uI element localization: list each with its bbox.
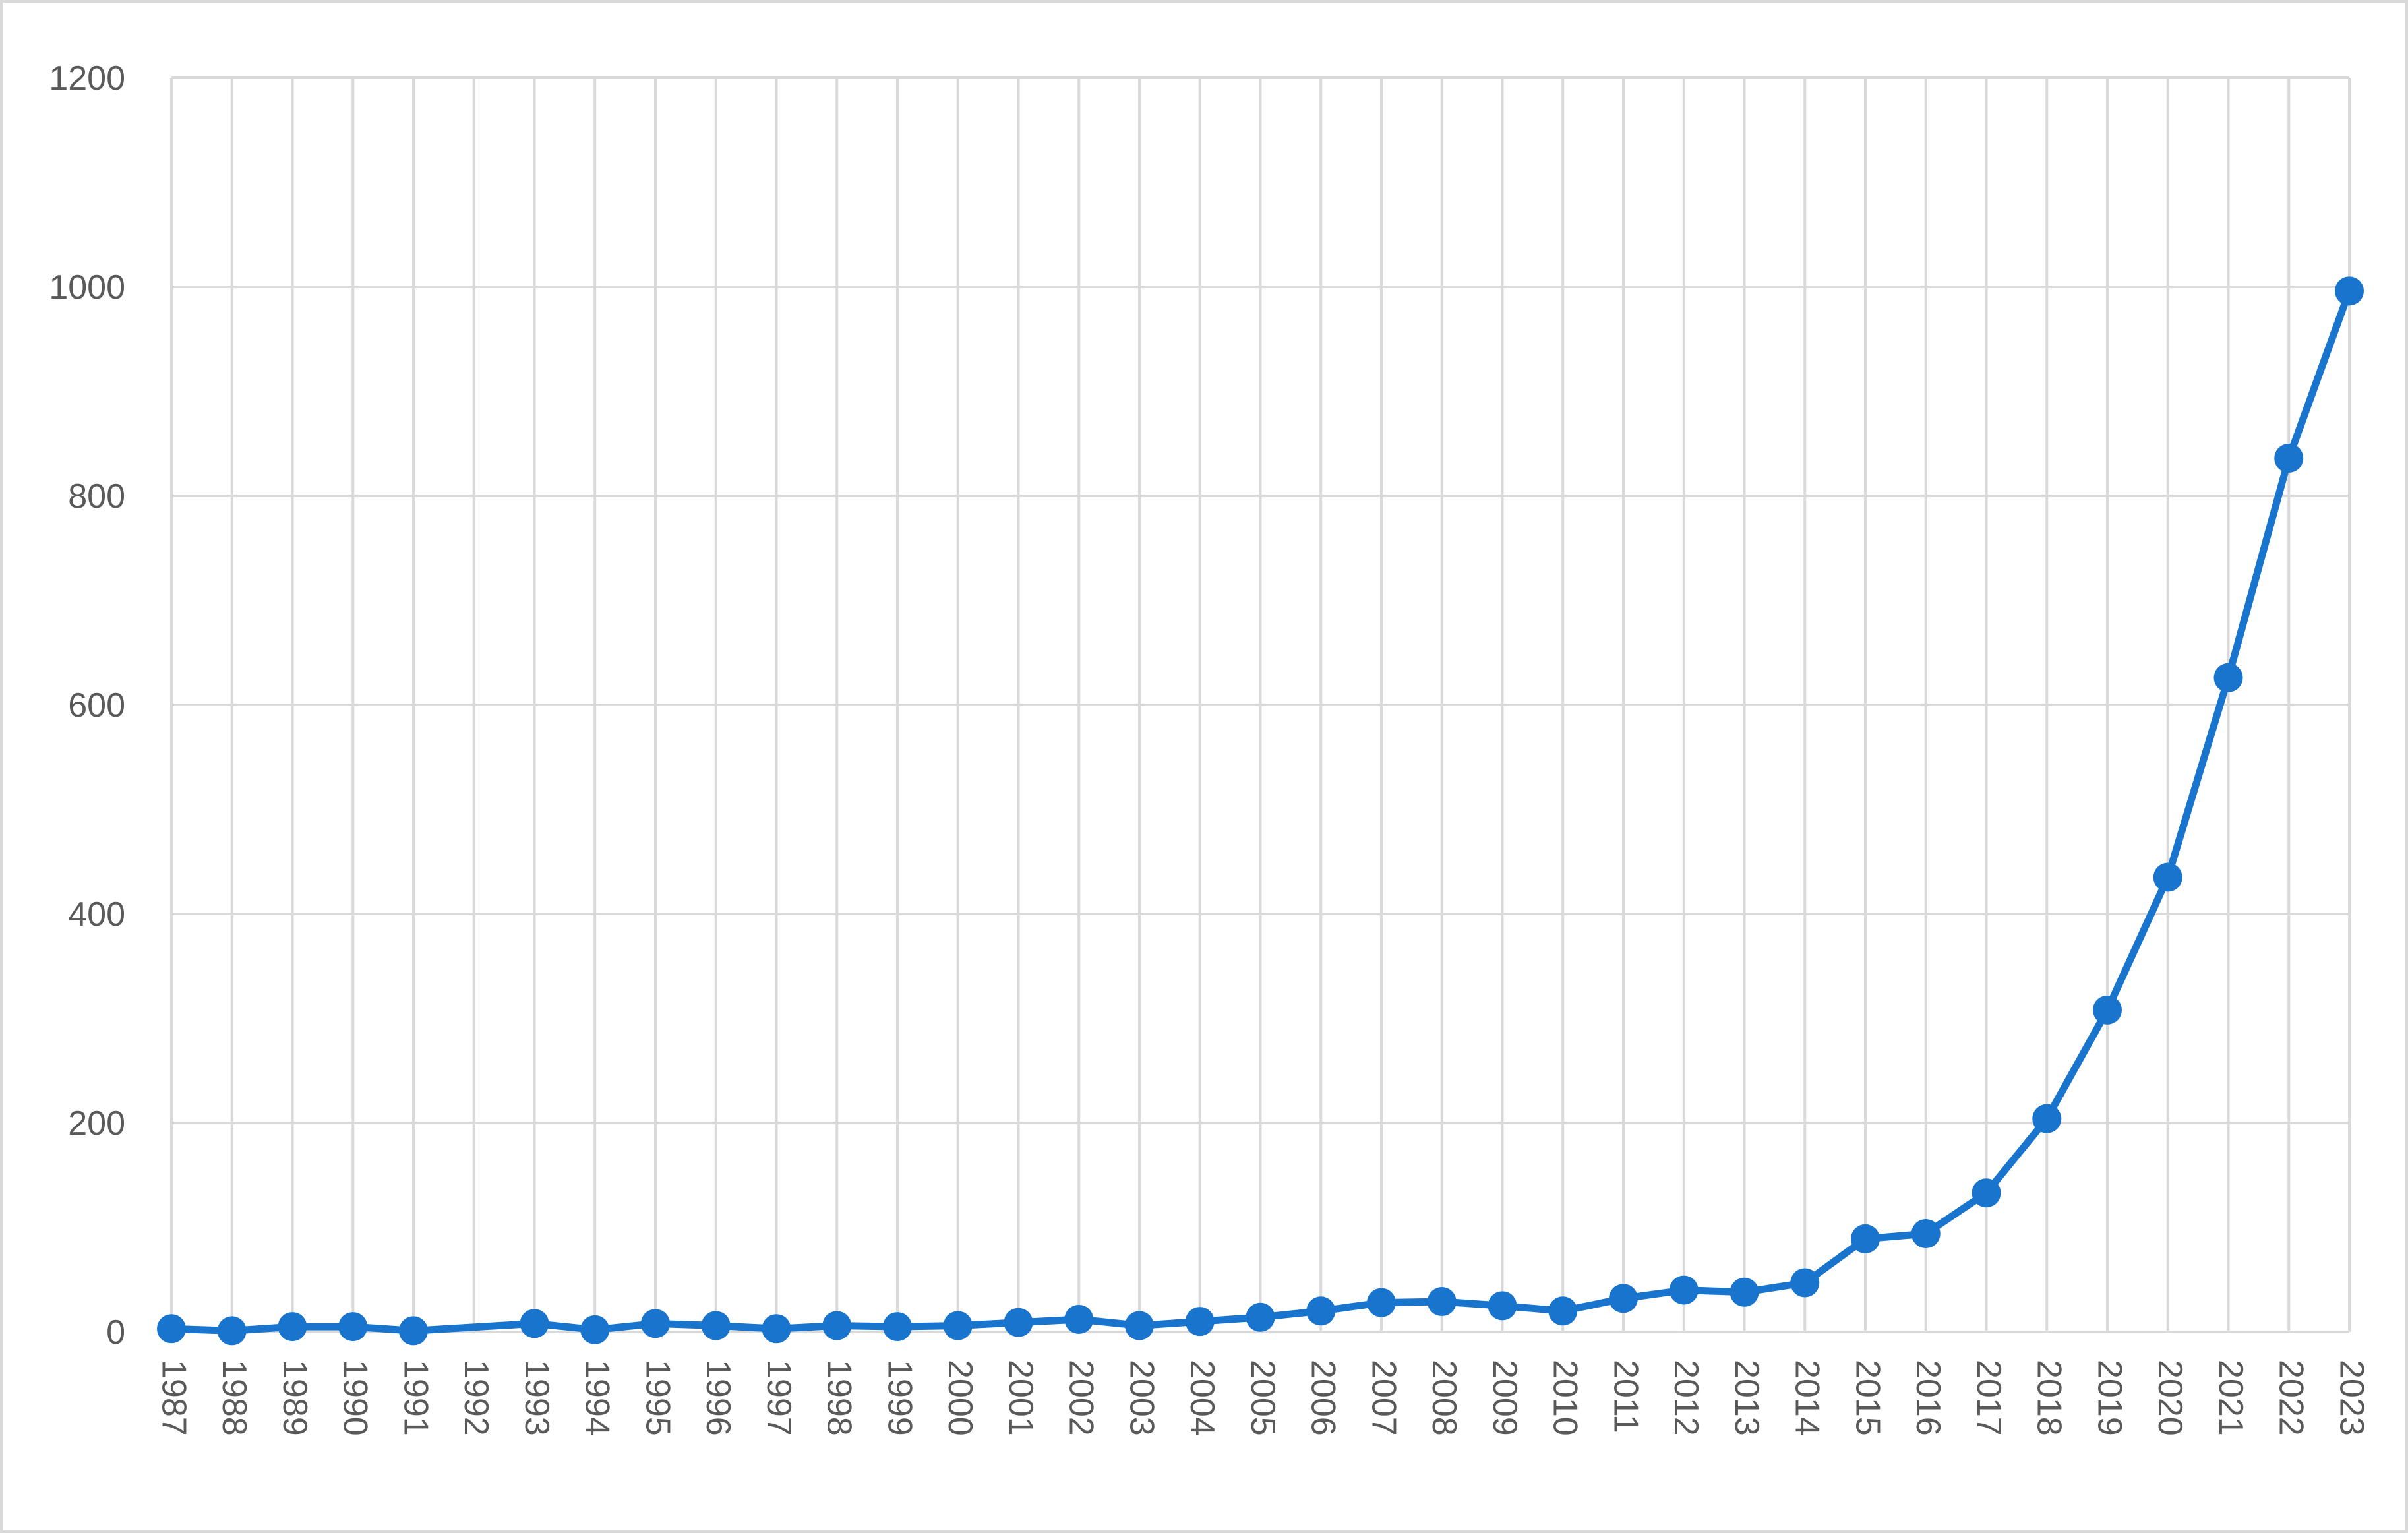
x-tick-label: 2012 bbox=[1667, 1360, 1705, 1436]
x-tick-label: 1997 bbox=[760, 1360, 798, 1436]
x-tick-label: 2015 bbox=[1848, 1360, 1886, 1436]
x-tick-label: 2000 bbox=[941, 1360, 979, 1436]
x-tick-label: 1989 bbox=[276, 1360, 314, 1436]
x-tick-label: 2002 bbox=[1062, 1360, 1100, 1436]
x-tick-label: 2022 bbox=[2272, 1360, 2310, 1436]
y-tick-label: 1200 bbox=[49, 59, 125, 98]
data-point-1998 bbox=[822, 1311, 852, 1340]
data-point-2013 bbox=[1730, 1277, 1759, 1307]
y-tick-label: 0 bbox=[106, 1313, 125, 1352]
data-point-2018 bbox=[2032, 1104, 2062, 1133]
x-tick-label: 1994 bbox=[578, 1360, 617, 1436]
data-point-2016 bbox=[1911, 1219, 1941, 1249]
data-point-1989 bbox=[278, 1312, 307, 1342]
x-tick-label: 1998 bbox=[820, 1360, 858, 1436]
y-tick-label: 1000 bbox=[49, 268, 125, 307]
data-point-2007 bbox=[1367, 1288, 1396, 1317]
x-tick-label: 1988 bbox=[215, 1360, 253, 1436]
y-tick-label: 600 bbox=[68, 686, 125, 725]
x-tick-label: 2018 bbox=[2030, 1360, 2068, 1436]
data-point-2003 bbox=[1125, 1311, 1154, 1340]
data-point-1988 bbox=[217, 1316, 247, 1346]
y-tick-label: 200 bbox=[68, 1104, 125, 1143]
x-tick-label: 2005 bbox=[1244, 1360, 1282, 1436]
x-tick-label: 1996 bbox=[699, 1360, 737, 1436]
x-tick-label: 2008 bbox=[1425, 1360, 1463, 1436]
x-tick-label: 2010 bbox=[1546, 1360, 1584, 1436]
x-tick-label: 2001 bbox=[1002, 1360, 1040, 1436]
x-tick-label: 2014 bbox=[1788, 1360, 1826, 1436]
x-tick-label: 2006 bbox=[1304, 1360, 1342, 1436]
x-tick-label: 1993 bbox=[518, 1360, 556, 1436]
x-tick-label: 2023 bbox=[2332, 1360, 2370, 1436]
x-tick-label: 2013 bbox=[1728, 1360, 1766, 1436]
data-point-2023 bbox=[2335, 276, 2364, 306]
data-point-2022 bbox=[2274, 443, 2304, 473]
data-point-2015 bbox=[1851, 1224, 1880, 1253]
data-point-2019 bbox=[2093, 995, 2122, 1025]
x-tick-label: 1999 bbox=[880, 1360, 918, 1436]
data-point-2020 bbox=[2153, 862, 2182, 892]
x-tick-label: 2020 bbox=[2151, 1360, 2189, 1436]
data-point-2008 bbox=[1427, 1287, 1457, 1317]
data-point-2021 bbox=[2213, 663, 2243, 692]
data-point-1996 bbox=[701, 1311, 731, 1340]
data-point-2006 bbox=[1306, 1296, 1336, 1326]
data-point-2001 bbox=[1004, 1308, 1033, 1337]
data-point-2009 bbox=[1488, 1291, 1517, 1321]
y-tick-label: 400 bbox=[68, 895, 125, 934]
data-point-2005 bbox=[1246, 1302, 1275, 1332]
x-tick-label: 2019 bbox=[2090, 1360, 2128, 1436]
y-axis-ticks: 0 200 400 600 800 1000 1200 bbox=[49, 59, 125, 1352]
data-point-1993 bbox=[520, 1309, 549, 1338]
x-tick-label: 2016 bbox=[1909, 1360, 1947, 1436]
data-point-1999 bbox=[883, 1312, 912, 1342]
x-tick-label: 2004 bbox=[1183, 1360, 1221, 1436]
data-point-1995 bbox=[641, 1309, 670, 1338]
data-point-2012 bbox=[1669, 1275, 1699, 1305]
x-tick-label: 2007 bbox=[1364, 1360, 1402, 1436]
data-point-2004 bbox=[1185, 1307, 1215, 1337]
series-layer bbox=[157, 276, 2364, 1346]
data-point-1997 bbox=[762, 1314, 791, 1344]
data-point-2011 bbox=[1609, 1284, 1638, 1313]
data-point-2014 bbox=[1790, 1268, 1820, 1298]
x-tick-label: 1995 bbox=[638, 1360, 677, 1436]
data-point-1987 bbox=[157, 1314, 186, 1344]
data-point-1990 bbox=[338, 1312, 368, 1342]
x-tick-label: 2009 bbox=[1486, 1360, 1524, 1436]
x-tick-label: 2003 bbox=[1122, 1360, 1160, 1436]
data-point-2002 bbox=[1064, 1304, 1094, 1334]
data-point-2000 bbox=[943, 1311, 973, 1340]
x-axis-ticks: 1987 1988 1989 1990 1991 1992 1993 1994 1995 1996… bbox=[154, 1360, 2370, 1436]
gridlines bbox=[170, 76, 2351, 1333]
data-point-1994 bbox=[580, 1315, 610, 1344]
x-tick-label: 2017 bbox=[1970, 1360, 2008, 1436]
x-tick-label: 1992 bbox=[457, 1360, 495, 1436]
x-tick-label: 1987 bbox=[154, 1360, 193, 1436]
y-tick-label: 800 bbox=[68, 477, 125, 516]
x-tick-label: 2021 bbox=[2212, 1360, 2250, 1436]
data-point-1991 bbox=[399, 1316, 428, 1346]
data-point-2017 bbox=[1972, 1178, 2001, 1208]
x-tick-label: 1990 bbox=[336, 1360, 375, 1436]
data-point-2010 bbox=[1548, 1296, 1578, 1326]
x-tick-label: 2011 bbox=[1606, 1360, 1644, 1433]
x-tick-label: 1991 bbox=[396, 1360, 435, 1436]
